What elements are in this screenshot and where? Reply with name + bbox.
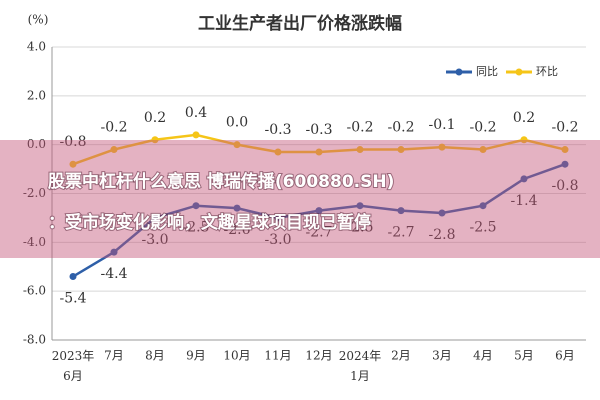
data-label: -0.8 (552, 178, 579, 194)
x-tick-label: 11月 (264, 349, 291, 363)
x-tick-label: 2月 (391, 349, 411, 363)
point (151, 136, 159, 144)
point (561, 160, 569, 168)
data-label: -3.0 (142, 232, 169, 248)
data-label: -2.5 (183, 220, 210, 236)
data-label: -0.1 (429, 117, 456, 133)
point (397, 146, 405, 154)
point (110, 248, 118, 256)
data-label: -0.3 (265, 122, 292, 138)
point (151, 214, 159, 222)
x-tick-label: 10月 (223, 349, 250, 363)
x-tick-label: 9月 (186, 349, 206, 363)
data-label: -4.4 (101, 266, 128, 282)
point (315, 207, 323, 215)
data-label: -0.2 (347, 120, 374, 136)
x-tick-label: 3月 (432, 349, 452, 363)
point (274, 214, 282, 222)
x-tick-label: 5月 (514, 349, 534, 363)
legend-label: 环比 (536, 65, 558, 78)
point (520, 136, 528, 144)
point (315, 148, 323, 156)
point (479, 146, 487, 154)
data-label: -0.2 (470, 120, 497, 136)
y-tick-label: -6.0 (23, 284, 46, 298)
data-label: -0.3 (306, 122, 333, 138)
data-label: -3.0 (265, 232, 292, 248)
data-label: 0.2 (513, 110, 535, 126)
point (192, 131, 200, 139)
data-label: -2.7 (388, 225, 415, 241)
point (69, 160, 77, 168)
point (356, 146, 364, 154)
data-label: -0.2 (552, 120, 579, 136)
legend-label: 同比 (476, 65, 498, 78)
x-tick-label: 2024年 1月 (339, 349, 382, 383)
legend-marker (455, 68, 463, 76)
y-tick-label: 4.0 (27, 40, 46, 54)
x-tick-label: 6月 (555, 349, 575, 363)
data-label: 0.4 (185, 105, 207, 121)
x-tick-label: 7月 (104, 349, 124, 363)
banner-line: ：受市场变化影响，文趣星球项目现已暂停 (48, 212, 371, 233)
data-label: -0.2 (101, 120, 128, 136)
data-label: -0.2 (388, 120, 415, 136)
point (233, 141, 241, 149)
data-label: -2.5 (470, 220, 497, 236)
data-label: 0.0 (226, 115, 248, 131)
y-tick-label: -4.0 (23, 235, 46, 249)
point (233, 204, 241, 212)
y-tick-label: -2.0 (23, 186, 46, 200)
x-tick-label: 2023年 6月 (52, 349, 95, 383)
point (192, 202, 200, 210)
y-tick-label: -8.0 (23, 333, 46, 347)
point (438, 209, 446, 217)
point (397, 207, 405, 215)
data-label: 0.2 (144, 110, 166, 126)
y-tick-label: 2.0 (27, 88, 46, 102)
point (438, 143, 446, 151)
data-label: -1.4 (511, 193, 538, 209)
data-label: -2.5 (347, 220, 374, 236)
point (520, 175, 528, 183)
chart-title: 工业生产者出厂价格涨跌幅 (198, 13, 402, 34)
point (274, 148, 282, 156)
banner: 股票中杠杆什么意思 博瑞传播(600880.SH) ：受市场变化影响，文趣星球项… (0, 140, 600, 258)
data-label: -0.8 (60, 134, 87, 150)
data-label: -2.6 (224, 222, 251, 238)
data-label: -2.8 (429, 227, 456, 243)
y-tick-label: 0.0 (27, 137, 46, 151)
banner-line: 股票中杠杆什么意思 博瑞传播(600880.SH) (48, 171, 394, 192)
y-unit: (%) (28, 13, 49, 27)
point (356, 202, 364, 210)
point (479, 202, 487, 210)
x-tick-label: 8月 (145, 349, 165, 363)
data-label: -2.7 (306, 225, 333, 241)
point (69, 273, 77, 281)
legend-marker (515, 68, 523, 76)
point (561, 146, 569, 154)
x-tick-label: 12月 (305, 349, 332, 363)
x-tick-label: 4月 (473, 349, 493, 363)
point (110, 146, 118, 154)
data-label: -5.4 (60, 291, 87, 307)
banner-background (0, 140, 600, 258)
